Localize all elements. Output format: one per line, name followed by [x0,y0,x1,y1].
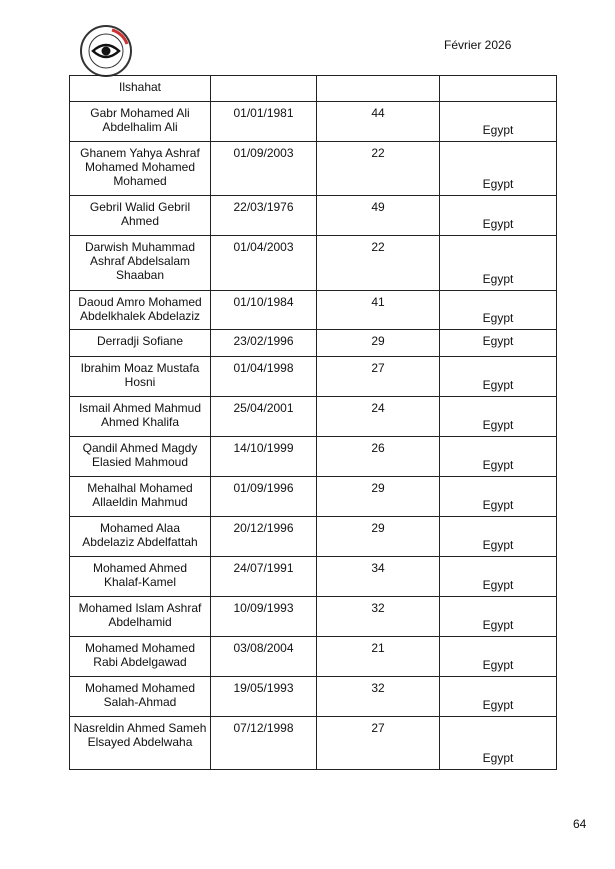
date-of-birth-cell: 07/12/1998 [210,716,317,770]
country-cell [439,75,557,102]
name-cell: Darwish Muhammad Ashraf Abdelsalam Shaab… [69,235,211,291]
table-row: Mehalhal Mohamed Allaeldin Mahmud 01/09/1… [69,476,557,517]
country-cell: Egypt [439,195,557,236]
table-row: Mohamed Mohamed Salah-Ahmad 19/05/1993 32 E… [69,676,557,717]
date-of-birth-cell: 01/10/1984 [210,290,317,330]
age-cell: 32 [316,676,440,717]
name-cell: Nasreldin Ahmed Sameh Elsayed Abdelwaha [69,716,211,770]
age-cell: 29 [316,476,440,517]
table-row: Mohamed Alaa Abdelaziz Abdelfattah 20/12/… [69,516,557,557]
date-of-birth-cell: 03/08/2004 [210,636,317,677]
age-cell: 29 [316,329,440,357]
date-of-birth-cell: 24/07/1991 [210,556,317,597]
country-cell: Egypt [439,636,557,677]
name-cell: Mehalhal Mohamed Allaeldin Mahmud [69,476,211,517]
name-cell: Mohamed Mohamed Rabi Abdelgawad [69,636,211,677]
table-row: Ilshahat [69,75,557,102]
country-cell: Egypt [439,235,557,291]
age-cell: 29 [316,516,440,557]
name-cell: Ismail Ahmed Mahmud Ahmed Khalifa [69,396,211,437]
country-cell: Egypt [439,556,557,597]
date-of-birth-cell: 01/09/2003 [210,141,317,196]
age-cell: 24 [316,396,440,437]
age-cell: 21 [316,636,440,677]
date-of-birth-cell: 14/10/1999 [210,436,317,477]
name-cell: Gebril Walid Gebril Ahmed [69,195,211,236]
country-cell: Egypt [439,329,557,357]
date-of-birth-cell: 01/04/2003 [210,235,317,291]
date-of-birth-cell [210,75,317,102]
age-cell: 27 [316,716,440,770]
table-row: Gabr Mohamed Ali Abdelhalim Ali 01/01/198… [69,101,557,142]
country-cell: Egypt [439,516,557,557]
country-cell: Egypt [439,596,557,637]
age-cell: 27 [316,356,440,397]
date-of-birth-cell: 10/09/1993 [210,596,317,637]
age-cell: 41 [316,290,440,330]
eye-seal-icon [80,25,132,77]
date-of-birth-cell: 01/01/1981 [210,101,317,142]
name-cell: Mohamed Ahmed Khalaf-Kamel [69,556,211,597]
table-row: Derradji Sofiane 23/02/1996 29 Egypt [69,329,557,357]
country-cell: Egypt [439,676,557,717]
table-row: Gebril Walid Gebril Ahmed 22/03/1976 49 Egy… [69,195,557,236]
date-of-birth-cell: 01/04/1998 [210,356,317,397]
country-cell: Egypt [439,396,557,437]
page-number: 64 [573,817,587,831]
age-cell: 26 [316,436,440,477]
name-cell: Ilshahat [69,75,211,102]
name-cell: Mohamed Mohamed Salah-Ahmad [69,676,211,717]
date-of-birth-cell: 23/02/1996 [210,329,317,357]
country-cell: Egypt [439,101,557,142]
date-of-birth-cell: 20/12/1996 [210,516,317,557]
name-cell: Derradji Sofiane [69,329,211,357]
persons-table: Ilshahat Gabr Mohamed Ali Abdelhalim Ali 0… [69,75,557,770]
name-cell: Mohamed Alaa Abdelaziz Abdelfattah [69,516,211,557]
age-cell: 34 [316,556,440,597]
table-row: Ibrahim Moaz Mustafa Hosni 01/04/1998 27 Eg… [69,356,557,397]
age-cell: 22 [316,141,440,196]
date-of-birth-cell: 25/04/2001 [210,396,317,437]
name-cell: Qandil Ahmed Magdy Elasied Mahmoud [69,436,211,477]
table-row: Nasreldin Ahmed Sameh Elsayed Abdelwaha 0… [69,716,557,770]
table-row: Ismail Ahmed Mahmud Ahmed Khalifa 25/04/2… [69,396,557,437]
name-cell: Ghanem Yahya Ashraf Mohamed Mohamed Moha… [69,141,211,196]
table-row: Mohamed Islam Ashraf Abdelhamid 10/09/199… [69,596,557,637]
name-cell: Daoud Amro Mohamed Abdelkhalek Abdelaziz [69,290,211,330]
age-cell: 22 [316,235,440,291]
age-cell: 32 [316,596,440,637]
country-cell: Egypt [439,356,557,397]
table-row: Qandil Ahmed Magdy Elasied Mahmoud 14/10/… [69,436,557,477]
table-row: Darwish Muhammad Ashraf Abdelsalam Shaab… [69,235,557,291]
name-cell: Ibrahim Moaz Mustafa Hosni [69,356,211,397]
organization-logo [79,24,133,78]
country-cell: Egypt [439,716,557,770]
document-date: Février 2026 [444,38,512,52]
age-cell [316,75,440,102]
table-row: Daoud Amro Mohamed Abdelkhalek Abdelaziz… [69,290,557,330]
table-row: Ghanem Yahya Ashraf Mohamed Mohamed Moha… [69,141,557,196]
name-cell: Gabr Mohamed Ali Abdelhalim Ali [69,101,211,142]
date-of-birth-cell: 01/09/1996 [210,476,317,517]
country-cell: Egypt [439,436,557,477]
table-row: Mohamed Ahmed Khalaf-Kamel 24/07/1991 34 Eg… [69,556,557,597]
age-cell: 49 [316,195,440,236]
country-cell: Egypt [439,476,557,517]
name-cell: Mohamed Islam Ashraf Abdelhamid [69,596,211,637]
date-of-birth-cell: 19/05/1993 [210,676,317,717]
country-cell: Egypt [439,290,557,330]
age-cell: 44 [316,101,440,142]
date-of-birth-cell: 22/03/1976 [210,195,317,236]
table-row: Mohamed Mohamed Rabi Abdelgawad 03/08/200… [69,636,557,677]
country-cell: Egypt [439,141,557,196]
